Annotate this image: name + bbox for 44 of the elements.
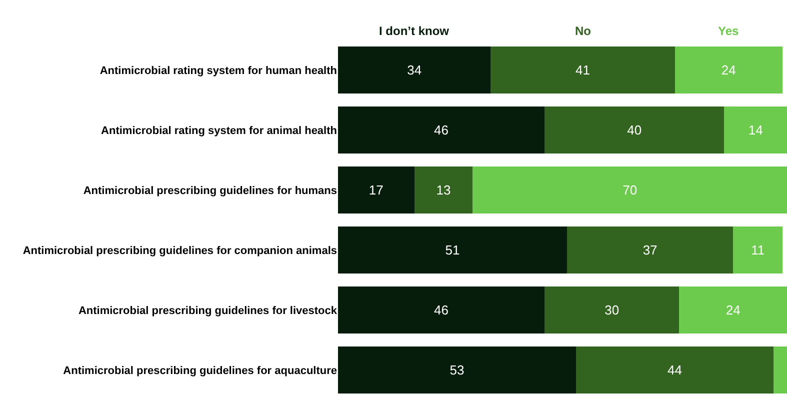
data-label: 40 [627,122,642,138]
bar [338,286,545,334]
series-label: I don’t know [379,24,450,38]
data-label: 46 [434,302,449,318]
series-label: No [575,24,591,38]
data-label: 51 [445,242,460,258]
data-label: 41 [575,62,590,78]
data-label: 30 [604,302,620,318]
y-tick-label: Antimicrobial prescribing guidelines for aquaculture [63,364,337,377]
bar [576,346,774,394]
data-label: 11 [751,242,765,258]
data-label: 14 [748,122,763,138]
data-label: 13 [436,182,451,198]
data-label: 24 [721,62,736,78]
data-label: 70 [622,182,638,198]
bar [679,286,787,334]
data-label: 44 [668,362,682,378]
bar [544,286,680,334]
series-label: Yes [718,24,740,38]
bar [338,226,567,274]
bar [733,226,783,274]
y-tick-label: Antimicrobial prescribing guidelines for humans [83,184,337,197]
data-label: 53 [450,362,464,378]
bar [774,346,787,394]
y-tick-label: Antimicrobial prescribing guidelines for livestock [78,304,338,317]
y-tick-label: Antimicrobial prescribing guidelines for companion animals [22,244,337,257]
bar [674,46,783,94]
bar [724,106,787,154]
data-label: 37 [642,242,658,258]
y-tick-label: Antimicrobial rating system for animal health [101,124,338,137]
y-tick-label: Antimicrobial rating system for human health [100,64,338,77]
bar [338,346,576,394]
bar [472,166,787,214]
bar [544,106,724,154]
data-label: 17 [368,182,384,198]
data-label: 46 [434,122,449,138]
bar [414,166,473,214]
bar [338,106,545,154]
data-label: 24 [726,302,740,318]
data-label: 34 [407,62,422,78]
bar [338,46,491,94]
bar [338,166,414,214]
bar [490,46,675,94]
bar [566,226,734,274]
